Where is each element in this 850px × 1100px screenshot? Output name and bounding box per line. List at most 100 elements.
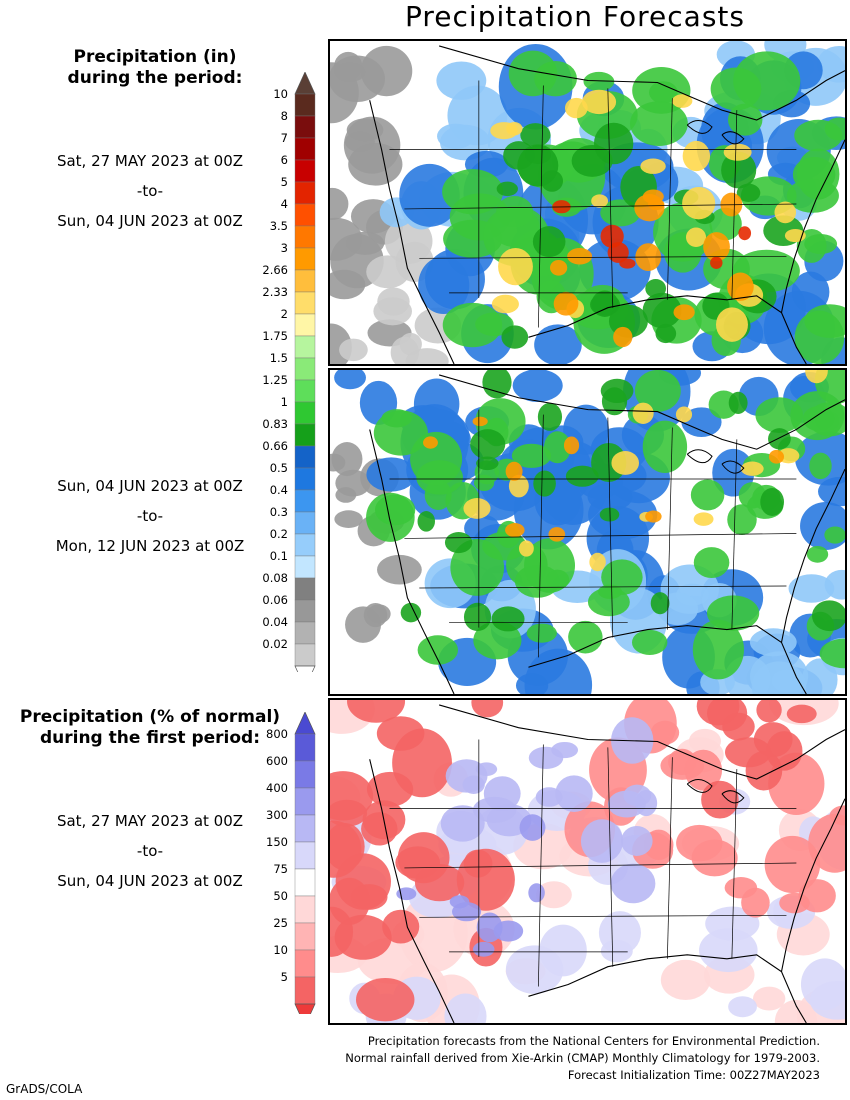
precip-legend-label: 3.5 (270, 219, 288, 233)
precip-map-period1 (328, 39, 847, 366)
precip-legend-label: 8 (281, 109, 288, 123)
percent-legend-swatch (294, 976, 316, 1005)
percent-legend-label: 150 (266, 835, 288, 849)
precip-legend-label: 0.08 (262, 571, 288, 585)
precip-legend-label: 0.66 (262, 439, 288, 453)
precip-legend-label: 5 (281, 175, 288, 189)
precip-legend-label: 2.33 (262, 285, 288, 299)
precip-legend-swatch (294, 181, 316, 205)
precip-color-legend: 10 8 7 6 5 4 3.5 3 2.66 2.33 2 1.75 1.5 1.25 1 0.83 0.66… (262, 72, 316, 672)
precip-title-line1: Precipitation (in) (73, 47, 237, 67)
precip-legend-bottom-cap (294, 665, 316, 672)
percent-legend-swatch (294, 760, 316, 789)
period1-until: Sun, 04 JUN 2023 at 00Z (57, 212, 243, 230)
precip-legend-label: 2 (281, 307, 288, 321)
percent-legend-swatch (294, 895, 316, 924)
percent-legend-label: 10 (273, 943, 288, 957)
percent-legend-label: 300 (266, 808, 288, 822)
precip-panel-title: Precipitation (in) during the period: (40, 47, 270, 89)
percent-legend-bottom-cap (294, 1003, 316, 1014)
precip-legend-swatch (294, 93, 316, 117)
precip-legend-label: 0.06 (262, 593, 288, 607)
percent-legend-label: 25 (273, 916, 288, 930)
percent-legend-label: 800 (266, 727, 288, 741)
precip-legend-swatch (294, 269, 316, 293)
precip-legend-label: 6 (281, 153, 288, 167)
precip-legend-swatch (294, 203, 316, 227)
percent-panel-title: Precipitation (% of normal) during the f… (10, 707, 290, 749)
percent-legend-swatch (294, 787, 316, 816)
precip-legend-swatch (294, 115, 316, 139)
percent-title-line1: Precipitation (% of normal) (19, 707, 281, 727)
precip-legend-swatch (294, 533, 316, 557)
percent-legend-swatch (294, 733, 316, 762)
precip-legend-label: 2.66 (262, 263, 288, 277)
period2-from: Sun, 04 JUN 2023 at 00Z (57, 477, 243, 495)
page-title: Precipitation Forecasts (405, 0, 745, 33)
precip-legend-label: 1.75 (262, 329, 288, 343)
precip-legend-swatch (294, 313, 316, 337)
percent-normal-map (328, 698, 847, 1025)
precip-legend-label: 1.25 (262, 373, 288, 387)
precip-legend-label: 10 (273, 87, 288, 101)
precip-legend-swatch (294, 357, 316, 381)
period2-until: Mon, 12 JUN 2023 at 00Z (55, 537, 245, 555)
percent-color-legend: 800 600 400 300 150 75 50 25 10 5 (266, 712, 316, 1014)
percent-legend-label: 50 (273, 889, 288, 903)
precip-legend-swatch (294, 401, 316, 425)
precip-legend-label: 3 (281, 241, 288, 255)
percent-legend-label: 600 (266, 754, 288, 768)
precip-legend-label: 0.4 (270, 483, 288, 497)
percent-legend-label: 400 (266, 781, 288, 795)
precip-legend-swatch (294, 489, 316, 513)
percent-legend-label: 75 (273, 862, 288, 876)
precip-legend-swatch (294, 467, 316, 491)
precip-legend-swatch (294, 379, 316, 403)
precip-legend-label: 1.5 (270, 351, 288, 365)
precip-legend-swatch (294, 291, 316, 315)
period3-until: Sun, 04 JUN 2023 at 00Z (57, 872, 243, 890)
precip-legend-label: 0.83 (262, 417, 288, 431)
footer-line3: Forecast Initialization Time: 00Z27MAY20… (567, 1068, 820, 1082)
precip-legend-swatch (294, 335, 316, 359)
percent-legend-swatch (294, 949, 316, 978)
percent-legend-swatch (294, 868, 316, 897)
percent-title-line2: during the first period: (39, 728, 261, 748)
precip-legend-swatch (294, 555, 316, 579)
precip-legend-label: 0.2 (270, 527, 288, 541)
precip-legend-swatch (294, 423, 316, 447)
precip-legend-label: 7 (281, 131, 288, 145)
credit-label: GrADS/COLA (6, 1082, 83, 1096)
precip-legend-label: 0.5 (270, 461, 288, 475)
precip-legend-swatch (294, 159, 316, 183)
precip-legend-swatch (294, 643, 316, 667)
period3-from: Sat, 27 MAY 2023 at 00Z (56, 812, 244, 830)
precip-legend-swatch (294, 247, 316, 271)
precip-legend-swatch (294, 511, 316, 535)
percent-legend-top-cap (294, 712, 316, 735)
precip-legend-swatch (294, 577, 316, 601)
precip-legend-swatch (294, 225, 316, 249)
percent-legend-swatch (294, 922, 316, 951)
footer-notes: Precipitation forecasts from the Nationa… (345, 1033, 820, 1084)
period3-to-word: -to- (136, 842, 164, 860)
percent-legend-swatch (294, 841, 316, 870)
precip-legend-label: 1 (281, 395, 288, 409)
precip-legend-label: 4 (281, 197, 288, 211)
percent-legend-swatch (294, 814, 316, 843)
percent-legend-label: 5 (281, 970, 288, 984)
precip-legend-label: 0.04 (262, 615, 288, 629)
period1-from: Sat, 27 MAY 2023 at 00Z (56, 152, 244, 170)
precip-legend-swatch (294, 621, 316, 645)
precip-title-line2: during the period: (67, 68, 243, 88)
precip-legend-label: 0.02 (262, 637, 288, 651)
precip-map-period2 (328, 368, 847, 696)
footer-line1: Precipitation forecasts from the Nationa… (367, 1034, 820, 1048)
footer-line2: Normal rainfall derived from Xie-Arkin (… (345, 1051, 820, 1065)
period1-to-word: -to- (136, 182, 164, 200)
period2-to-word: -to- (136, 507, 164, 525)
precip-legend-swatch (294, 137, 316, 161)
precip-legend-label: 0.3 (270, 505, 288, 519)
precip-legend-top-cap (294, 72, 316, 95)
precip-legend-label: 0.1 (270, 549, 288, 563)
